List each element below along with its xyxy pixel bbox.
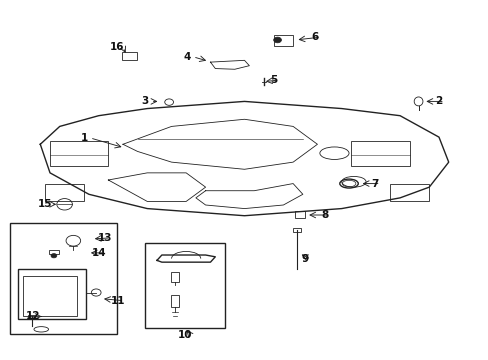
Bar [170, 272, 179, 282]
Bar [389, 184, 428, 202]
Text: 9: 9 [301, 254, 308, 264]
Text: 15: 15 [38, 199, 52, 209]
Text: 12: 12 [26, 311, 40, 321]
Circle shape [51, 253, 57, 258]
Bar [10, 223, 117, 334]
Bar [50, 141, 108, 166]
Text: 2: 2 [434, 96, 442, 107]
Text: 11: 11 [111, 296, 125, 306]
Text: 8: 8 [321, 210, 327, 220]
Bar [122, 53, 136, 60]
Bar [19, 269, 86, 319]
Text: 14: 14 [91, 248, 106, 258]
Text: 3: 3 [141, 96, 148, 107]
Text: 13: 13 [98, 233, 112, 243]
Bar [45, 184, 84, 202]
Bar [351, 141, 409, 166]
Bar [170, 296, 179, 307]
Text: 16: 16 [110, 42, 124, 52]
Bar [273, 35, 292, 46]
Text: 4: 4 [183, 52, 190, 62]
Text: 5: 5 [269, 75, 277, 85]
Text: 6: 6 [311, 32, 318, 42]
Text: 10: 10 [177, 330, 192, 340]
Text: 1: 1 [80, 133, 87, 143]
Circle shape [273, 37, 281, 43]
Bar [292, 228, 300, 232]
Bar [49, 250, 59, 254]
Text: 7: 7 [370, 179, 378, 189]
Bar [23, 276, 77, 316]
Bar [294, 211, 305, 217]
Bar [144, 243, 224, 328]
Bar [28, 315, 35, 318]
